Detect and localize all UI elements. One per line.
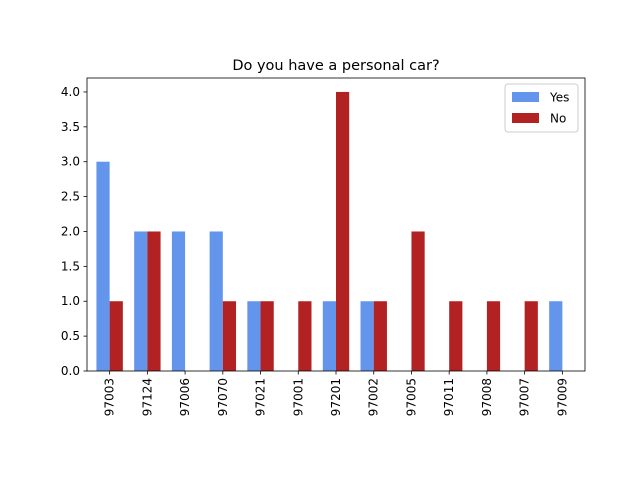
bar-yes-97070 <box>209 231 223 371</box>
legend-label-yes: Yes <box>549 91 569 105</box>
x-tick-label: 97005 <box>404 378 418 416</box>
legend: Yes No <box>504 83 579 133</box>
legend-label-no: No <box>550 112 566 126</box>
bar-no-97124 <box>147 231 161 371</box>
bar-no-97201 <box>336 91 350 371</box>
bar-no-97001 <box>298 301 312 371</box>
y-tick-label: 3.0 <box>61 155 80 169</box>
bar-yes-97124 <box>134 231 148 371</box>
x-tick-label: 97070 <box>216 378 230 416</box>
x-tick-label: 97007 <box>518 378 532 416</box>
bars-group <box>96 91 563 371</box>
axes-group: 0.0 0.5 1.0 1.5 2.0 2.5 3.0 3.5 4.0 97003 97124 970… <box>61 77 586 416</box>
x-tick-label: 97011 <box>442 378 456 416</box>
x-tick-label: 97003 <box>103 378 117 416</box>
y-tick-label: 0.0 <box>61 364 80 378</box>
bar-yes-97006 <box>171 231 186 371</box>
y-tick-label: 2.5 <box>61 190 80 204</box>
y-tick-label: 4.0 <box>61 85 80 99</box>
x-tick-label: 97201 <box>329 378 343 416</box>
y-tick-label: 2.0 <box>61 224 80 238</box>
bar-yes-97201 <box>322 301 336 371</box>
y-tick-label: 0.5 <box>61 329 80 343</box>
bar-no-97003 <box>109 301 123 371</box>
bar-no-97008 <box>486 301 501 371</box>
x-tick-label: 97001 <box>291 378 305 416</box>
bar-yes-97021 <box>247 301 261 371</box>
y-tick-label: 3.5 <box>61 120 80 134</box>
x-tick-label: 97008 <box>480 378 494 416</box>
bar-no-97021 <box>260 301 274 371</box>
bar-no-97070 <box>222 301 237 371</box>
y-tick-label: 1.0 <box>61 294 80 308</box>
bar-no-97005 <box>411 231 425 371</box>
x-tick-label: 97006 <box>178 378 192 416</box>
x-tick-label: 97124 <box>140 378 154 416</box>
bar-no-97011 <box>449 301 463 371</box>
bar-no-97002 <box>373 301 387 371</box>
y-tick-label: 1.5 <box>61 259 80 273</box>
legend-swatch-no <box>512 113 539 123</box>
x-tick-label: 97002 <box>367 378 381 416</box>
chart-title: Do you have a personal car? <box>232 58 439 74</box>
bar-yes-97009 <box>549 301 563 371</box>
bar-yes-97003 <box>96 161 110 371</box>
bar-yes-97002 <box>360 301 374 371</box>
bar-no-97007 <box>524 301 538 371</box>
x-tick-label: 97021 <box>254 378 268 416</box>
legend-swatch-yes <box>512 92 539 102</box>
x-tick-label: 97009 <box>555 378 569 416</box>
